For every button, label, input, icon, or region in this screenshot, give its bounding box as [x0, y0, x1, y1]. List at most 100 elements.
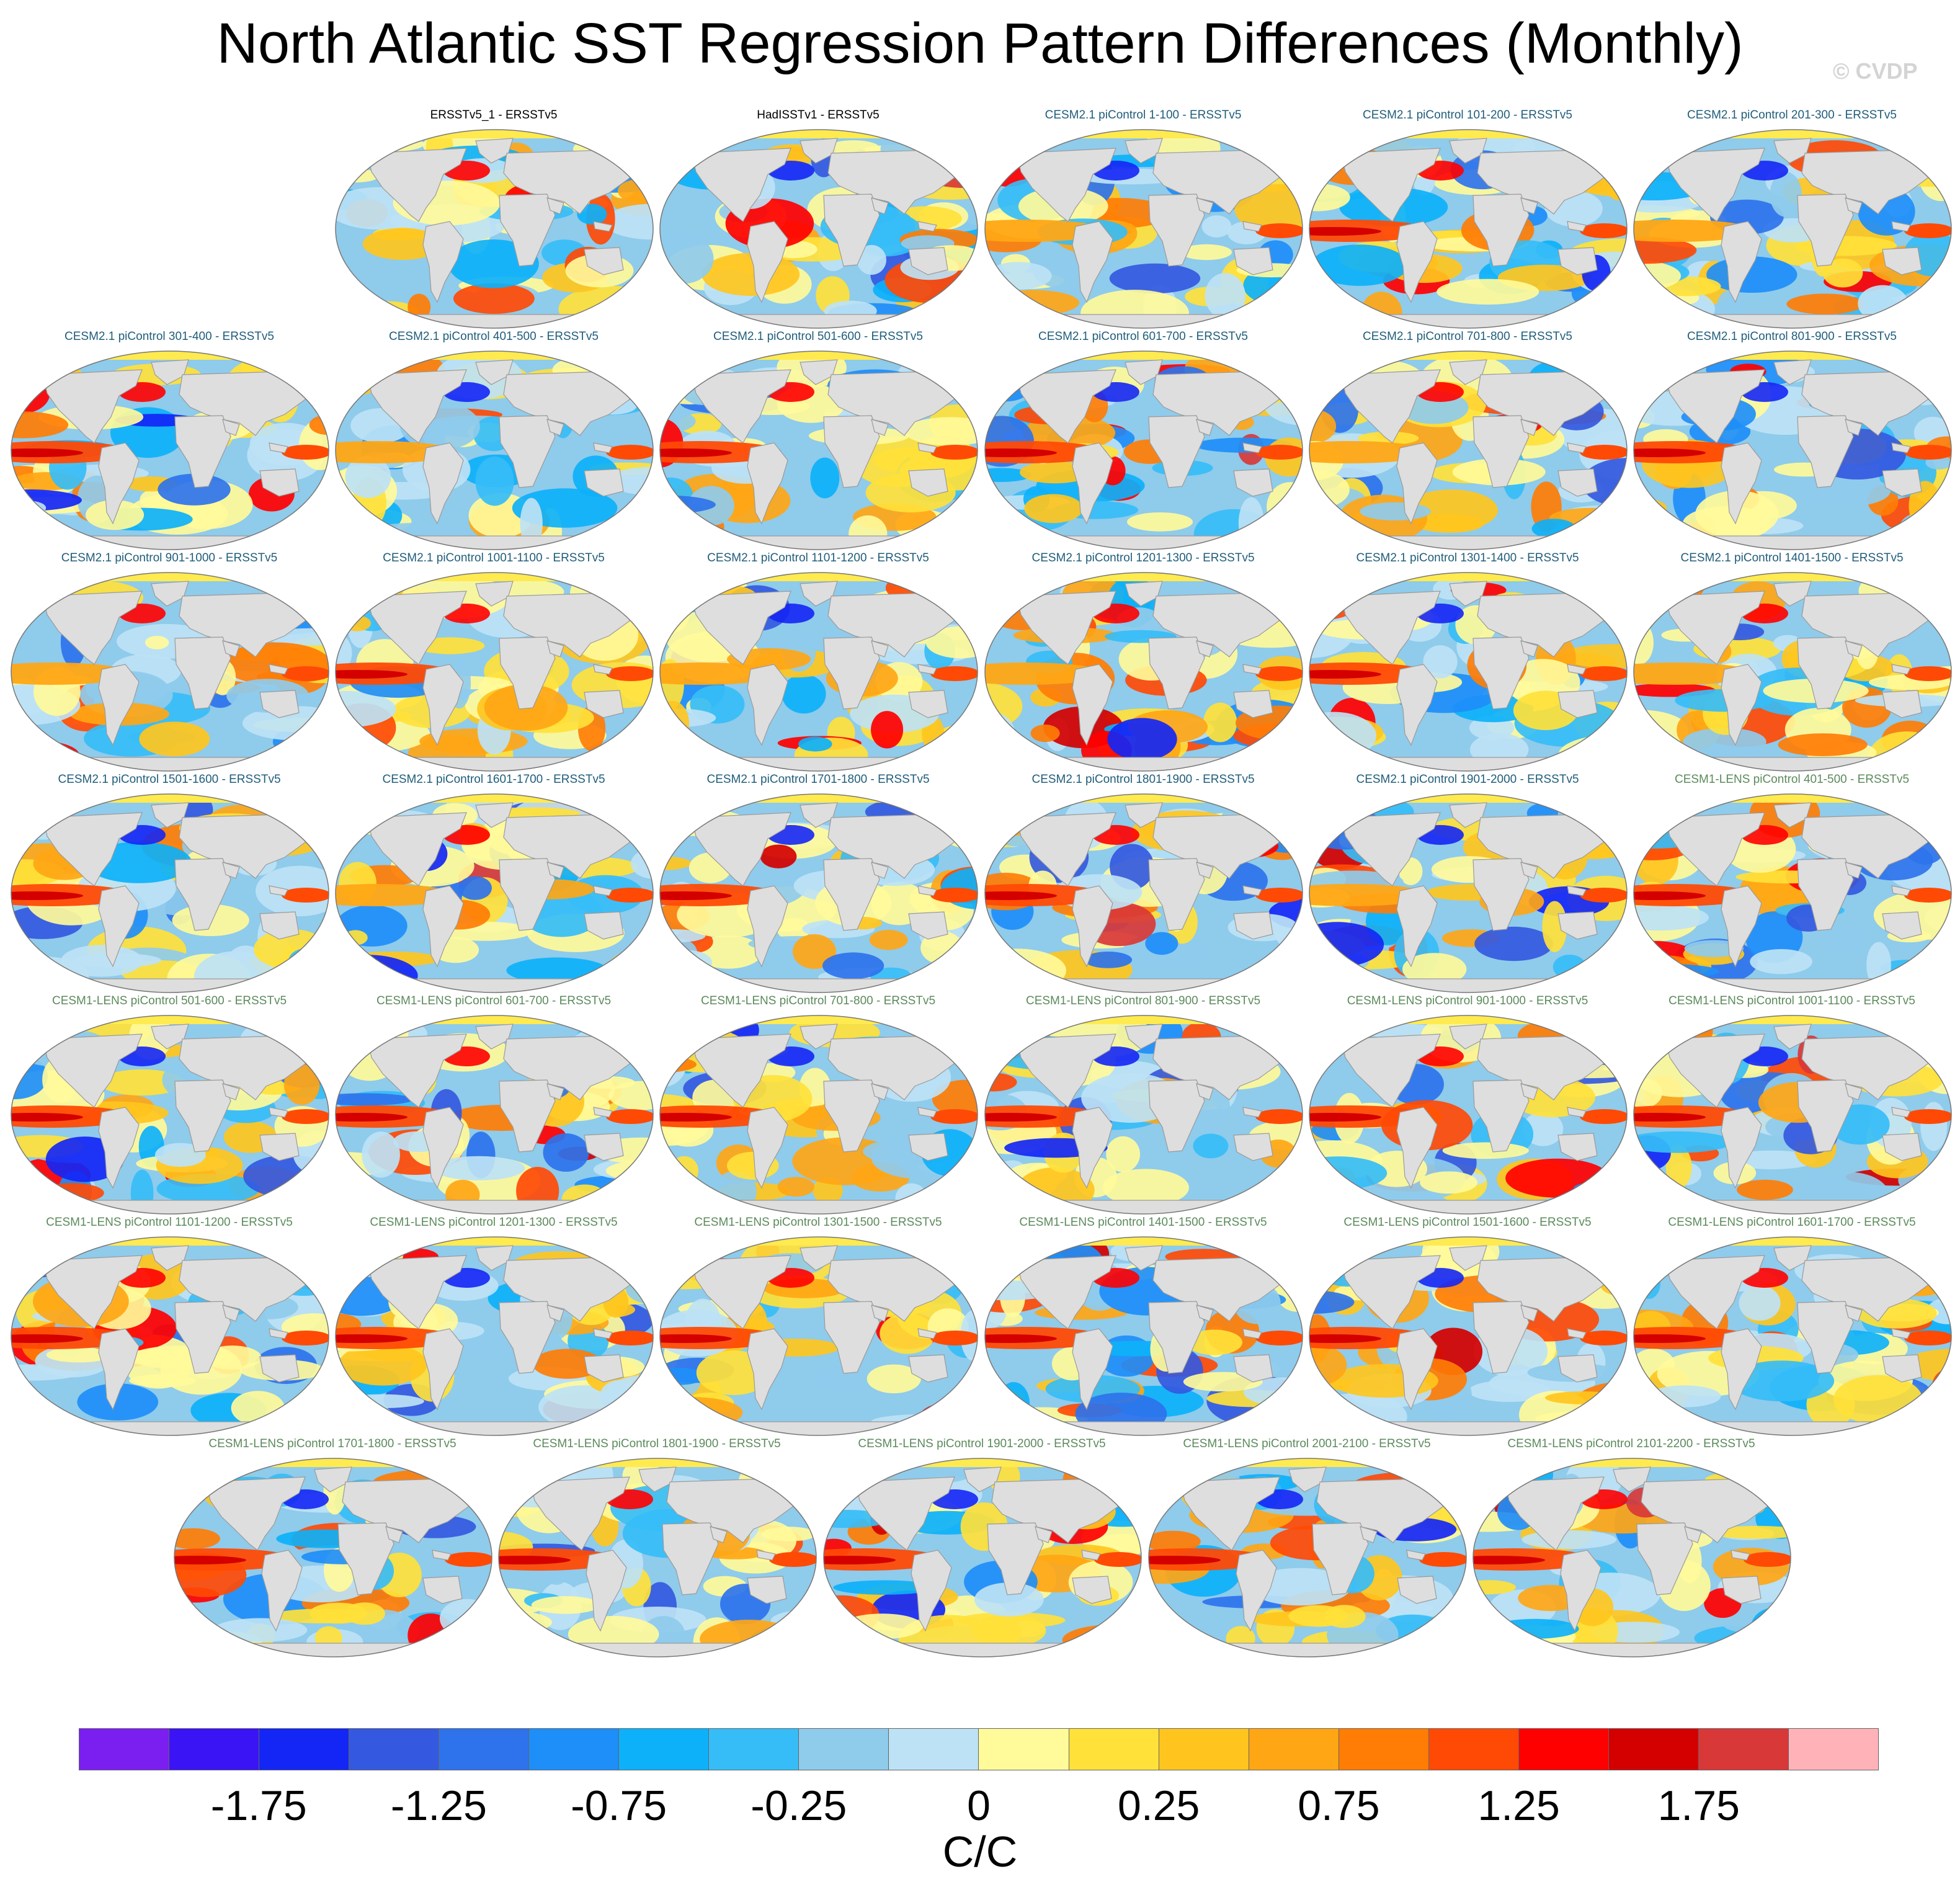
arabia-landmass: [222, 1083, 240, 1100]
anomaly-blob: [475, 456, 514, 506]
north-america-landmass: [1340, 591, 1441, 665]
maritime-continent-landmass: [1891, 664, 1911, 675]
map-panel: CESM2.1 piControl 1401-1500 - ERSSTv5: [1631, 551, 1954, 773]
anomaly-blob: [139, 721, 210, 757]
dateline-warm-anomaly: [1255, 1109, 1303, 1124]
map-outline: [1309, 572, 1628, 772]
maritime-continent-landmass: [1081, 1550, 1101, 1561]
arabia-landmass: [1196, 640, 1214, 658]
anomaly-blob: [145, 635, 169, 649]
south-america-landmass: [1072, 221, 1113, 303]
dateline-warm-anomaly: [1580, 1331, 1627, 1345]
north-america-landmass: [1665, 591, 1765, 665]
sst-map: [174, 1458, 492, 1657]
equatorial-core: [1634, 448, 1706, 457]
australia-landmass: [908, 468, 948, 497]
map-panel: CESM2.1 piControl 1301-1400 - ERSSTv5: [1307, 551, 1629, 773]
anomaly-blob: [1311, 244, 1409, 286]
australia-landmass: [1882, 1354, 1922, 1383]
australia-landmass: [908, 690, 948, 718]
map-panel: CESM2.1 piControl 1901-2000 - ERSSTv5: [1307, 773, 1629, 994]
anomaly-blob: [455, 1473, 492, 1499]
anomaly-blob: [822, 952, 884, 979]
maritime-continent-landmass: [593, 885, 613, 896]
dateline-warm-anomaly: [930, 1331, 978, 1345]
anomaly-blob: [1634, 133, 1649, 160]
maritime-continent-landmass: [917, 1328, 937, 1339]
maritime-continent-landmass: [1567, 221, 1587, 232]
arabia-landmass: [871, 197, 889, 215]
north-america-landmass: [1340, 369, 1441, 444]
panel-title: CESM2.1 piControl 501-600 - ERSSTv5: [713, 330, 923, 343]
greenland-landmass: [1125, 1245, 1163, 1271]
dateline-warm-anomaly: [1419, 1552, 1466, 1567]
australia-landmass: [1882, 468, 1922, 497]
anomaly-blob: [997, 1382, 1030, 1425]
map-panel: CESM1-LENS piControl 1601-1700 - ERSSTv5: [1631, 1216, 1954, 1437]
anomaly-blob: [660, 1262, 686, 1288]
colorbar-swatch: [259, 1729, 350, 1770]
south-america-landmass: [1072, 664, 1113, 746]
anomaly-blob: [971, 1614, 1046, 1648]
arabia-landmass: [1520, 197, 1538, 215]
arabia-landmass: [1520, 1083, 1538, 1100]
anomaly-blob: [1634, 1131, 1732, 1153]
anomaly-blob: [1474, 926, 1554, 961]
map-panel: CESM1-LENS piControl 1301-1500 - ERSSTv5: [657, 1216, 980, 1437]
anomaly-blob: [343, 930, 368, 945]
australia-landmass: [584, 1354, 624, 1383]
map-panel: CESM2.1 piControl 401-500 - ERSSTv5: [333, 330, 656, 551]
anomaly-blob: [1181, 244, 1232, 261]
anomaly-blob: [338, 968, 367, 985]
anomaly-blob: [1107, 718, 1177, 761]
colorbar-tick-label: -0.75: [571, 1782, 667, 1829]
anomaly-blob: [1201, 215, 1232, 238]
anomaly-blob: [925, 626, 978, 659]
anomaly-blob: [1193, 1133, 1229, 1159]
north-america-landmass: [42, 591, 143, 665]
anomaly-blob: [1905, 352, 1951, 381]
panel-title: CESM1-LENS piControl 1801-1900 - ERSSTv5: [533, 1437, 781, 1450]
australia-landmass: [908, 1354, 948, 1383]
greenland-landmass: [151, 1245, 189, 1271]
anomaly-blob: [11, 1162, 34, 1200]
map-outline: [1309, 1015, 1628, 1215]
maritime-continent-landmass: [1242, 664, 1262, 675]
dateline-warm-anomaly: [930, 666, 978, 681]
arabia-landmass: [1196, 197, 1214, 215]
maritime-continent-landmass: [917, 1107, 937, 1118]
anomaly-blob: [1102, 1169, 1189, 1207]
maritime-continent-landmass: [1242, 221, 1262, 232]
anomaly-blob: [432, 1156, 525, 1180]
anomaly-blob: [670, 1156, 698, 1185]
north-america-landmass: [1016, 1255, 1116, 1329]
greenland-landmass: [800, 1024, 838, 1050]
anomaly-blob: [1309, 139, 1347, 161]
anomaly-blob: [543, 1133, 589, 1172]
greenland-landmass: [1773, 1245, 1812, 1271]
map-panel: CESM1-LENS piControl 601-700 - ERSSTv5: [333, 994, 656, 1216]
colorbar-swatch: [1698, 1729, 1789, 1770]
sst-map: [1309, 129, 1628, 329]
south-america-landmass: [98, 664, 140, 746]
anomaly-blob: [158, 473, 231, 506]
equatorial-core: [1309, 1334, 1381, 1343]
anomaly-blob: [561, 1184, 608, 1214]
arabia-landmass: [222, 1305, 240, 1322]
anomaly-blob: [1683, 728, 1766, 756]
panel-title: CESM2.1 piControl 101-200 - ERSSTv5: [1363, 109, 1572, 122]
map-panel: CESM2.1 piControl 101-200 - ERSSTv5: [1307, 109, 1629, 330]
anomaly-blob: [1793, 475, 1891, 507]
arabia-landmass: [871, 1305, 889, 1322]
arabia-landmass: [222, 640, 240, 658]
anomaly-blob: [866, 1364, 921, 1394]
anomaly-blob: [1634, 236, 1697, 264]
map-panel: CESM1-LENS piControl 2001-2100 - ERSSTv5: [1146, 1437, 1469, 1659]
south-america-landmass: [1072, 1107, 1113, 1189]
maritime-continent-landmass: [269, 442, 288, 453]
dateline-warm-anomaly: [1904, 666, 1951, 681]
greenland-landmass: [1449, 359, 1487, 385]
panel-title: CESM1-LENS piControl 1301-1500 - ERSSTv5: [694, 1216, 942, 1229]
equatorial-core: [336, 1113, 408, 1122]
australia-landmass: [259, 468, 300, 497]
